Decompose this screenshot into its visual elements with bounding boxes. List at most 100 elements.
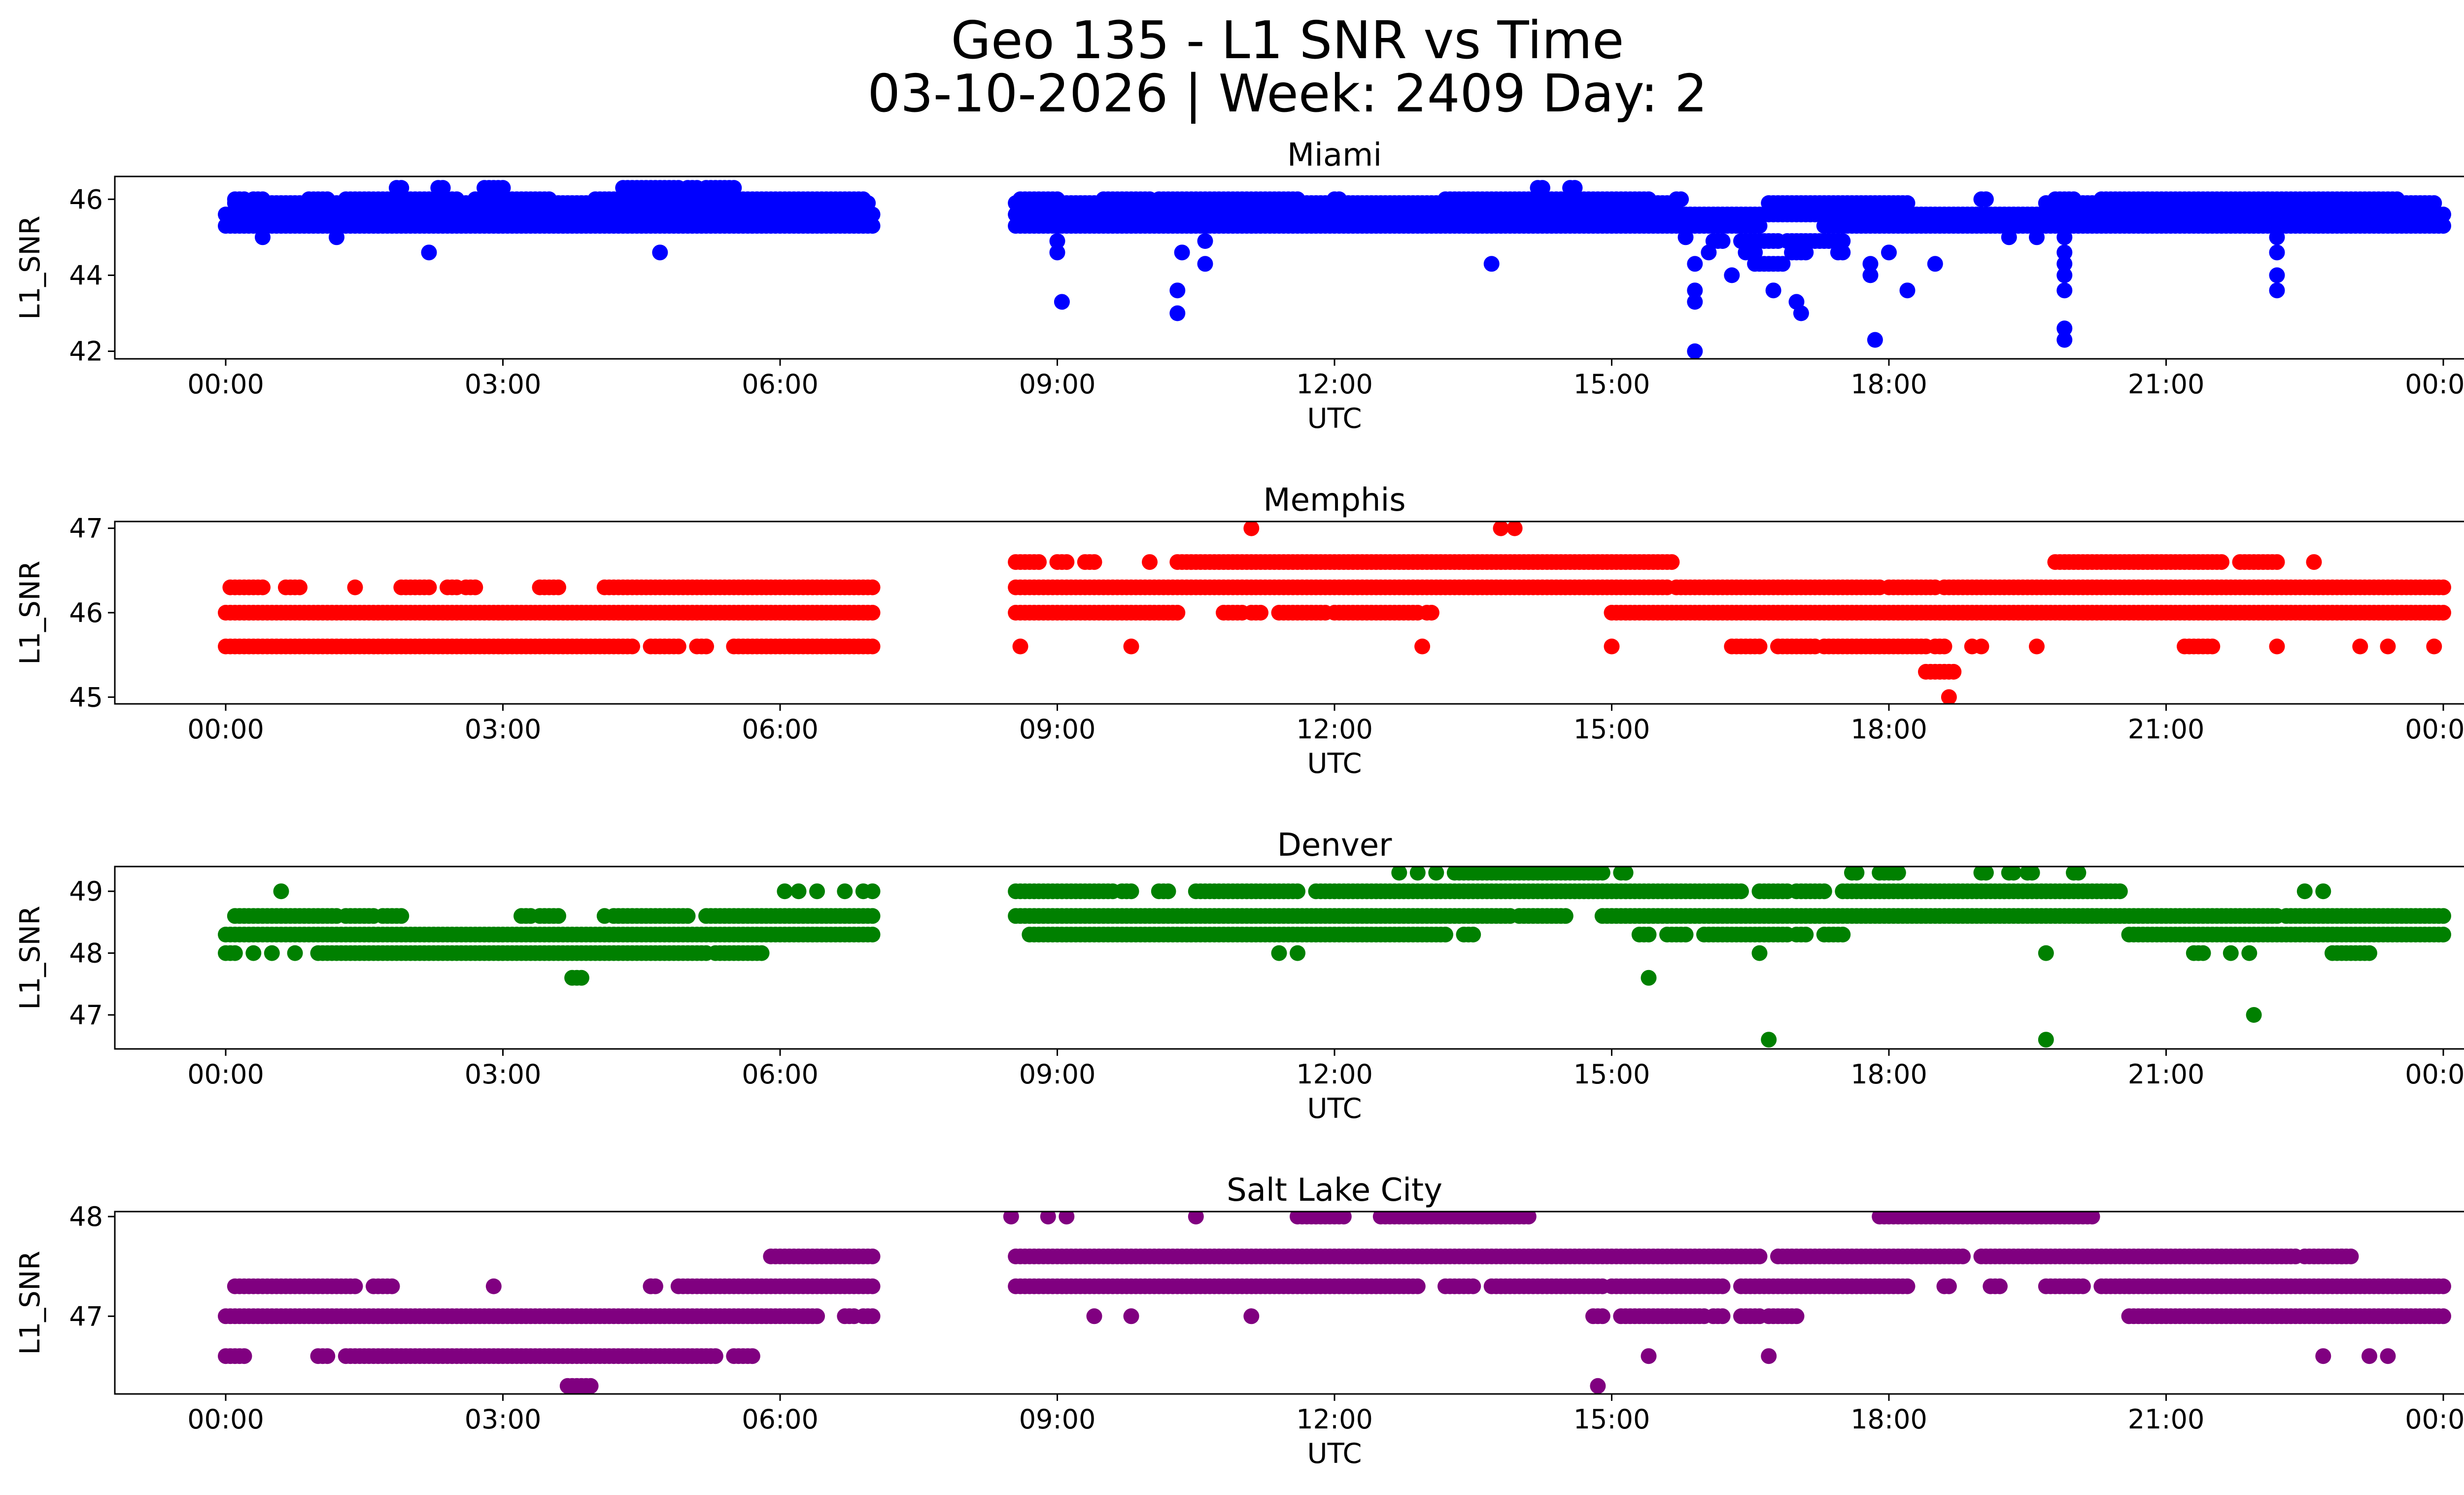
data-point: [680, 908, 696, 924]
data-point: [1687, 256, 1703, 272]
data-point: [1687, 282, 1703, 299]
y-tick-label: 44: [69, 260, 103, 291]
data-point: [1493, 522, 1509, 536]
data-point: [1751, 945, 1768, 961]
data-point: [2204, 638, 2221, 655]
data-point: [1890, 867, 1906, 881]
data-point: [864, 908, 881, 924]
data-point: [1899, 1278, 1916, 1294]
data-point: [2195, 945, 2211, 961]
data-point: [273, 883, 289, 900]
data-point: [1169, 305, 1186, 321]
y-tick-label: 46: [69, 184, 103, 215]
data-point: [1271, 945, 1287, 961]
data-point: [2070, 867, 2087, 881]
data-point: [2056, 332, 2073, 348]
data-point: [1798, 927, 1814, 942]
data-point: [864, 1249, 881, 1264]
x-tick-label: 12:00: [1296, 1059, 1373, 1090]
y-tick-label: 47: [69, 513, 103, 544]
data-point: [1243, 522, 1260, 536]
data-point: [1197, 256, 1213, 272]
x-tick-label: 06:00: [742, 714, 819, 745]
data-point: [2426, 195, 2442, 211]
data-point: [573, 970, 589, 986]
data-point: [1557, 908, 1574, 924]
subplot-title: Salt Lake City: [1227, 1172, 1442, 1209]
subplot-title: Miami: [1287, 137, 1382, 174]
y-tick-label: 48: [69, 938, 103, 969]
data-point: [1765, 282, 1781, 299]
x-tick-label: 18:00: [1850, 1059, 1927, 1090]
data-points: [218, 522, 2451, 704]
data-point: [1331, 191, 1347, 208]
y-axis-label: L1_SNR: [14, 560, 46, 664]
data-point: [1798, 244, 1814, 261]
data-point: [1848, 867, 1865, 881]
data-point: [2024, 867, 2040, 881]
data-point: [2435, 1278, 2451, 1294]
data-point: [596, 908, 613, 924]
data-point: [1465, 1278, 1481, 1294]
data-point: [347, 1278, 363, 1294]
data-point: [2075, 1278, 2091, 1294]
x-tick-label: 00:00: [2405, 1059, 2464, 1090]
data-point: [1677, 927, 1694, 942]
data-point: [1733, 883, 1749, 900]
data-point: [1290, 883, 1305, 900]
data-point: [1197, 233, 1213, 249]
data-point: [1049, 191, 1065, 208]
data-point: [329, 229, 344, 245]
x-tick-label: 15:00: [1574, 369, 1650, 400]
data-point: [245, 945, 262, 961]
data-point: [1604, 638, 1620, 655]
data-point: [2389, 191, 2405, 208]
x-tick-label: 06:00: [742, 369, 819, 400]
data-point: [2380, 638, 2396, 655]
x-tick-label: 03:00: [465, 369, 542, 400]
data-point: [2056, 320, 2073, 337]
data-points: [218, 180, 2451, 359]
data-point: [809, 883, 825, 900]
data-point: [2435, 1308, 2451, 1324]
data-point: [1899, 195, 1916, 211]
data-point: [319, 191, 336, 208]
data-point: [1899, 282, 1916, 299]
data-point: [1391, 867, 1407, 881]
data-point: [255, 229, 271, 245]
data-point: [855, 191, 871, 208]
x-tick-label: 18:00: [1850, 714, 1927, 745]
data-point: [1506, 522, 1523, 536]
data-point: [2056, 244, 2073, 261]
data-point: [1414, 638, 1431, 655]
data-point: [467, 579, 483, 595]
data-point: [1031, 554, 1047, 570]
data-point: [1049, 233, 1065, 249]
data-point: [1059, 554, 1075, 570]
data-point: [255, 579, 271, 595]
data-point: [1788, 1308, 1805, 1324]
data-point: [1428, 867, 1444, 881]
data-point: [2269, 638, 2285, 655]
x-tick-label: 03:00: [465, 1059, 542, 1090]
data-point: [1290, 945, 1305, 961]
data-point: [1049, 244, 1065, 261]
subplot-title: Memphis: [1263, 482, 1405, 519]
data-point: [2056, 229, 2073, 245]
x-tick-label: 12:00: [1296, 369, 1373, 400]
x-tick-label: 21:00: [2128, 1059, 2205, 1090]
data-point: [2241, 945, 2258, 961]
data-point: [777, 883, 793, 900]
data-point: [2269, 282, 2285, 299]
data-point: [495, 180, 511, 196]
data-point: [753, 945, 770, 961]
data-point: [1835, 244, 1851, 261]
x-axis-label: UTC: [1307, 403, 1362, 435]
data-point: [2435, 605, 2451, 621]
data-point: [864, 579, 881, 595]
data-point: [1123, 883, 1139, 900]
data-point: [1862, 256, 1879, 272]
